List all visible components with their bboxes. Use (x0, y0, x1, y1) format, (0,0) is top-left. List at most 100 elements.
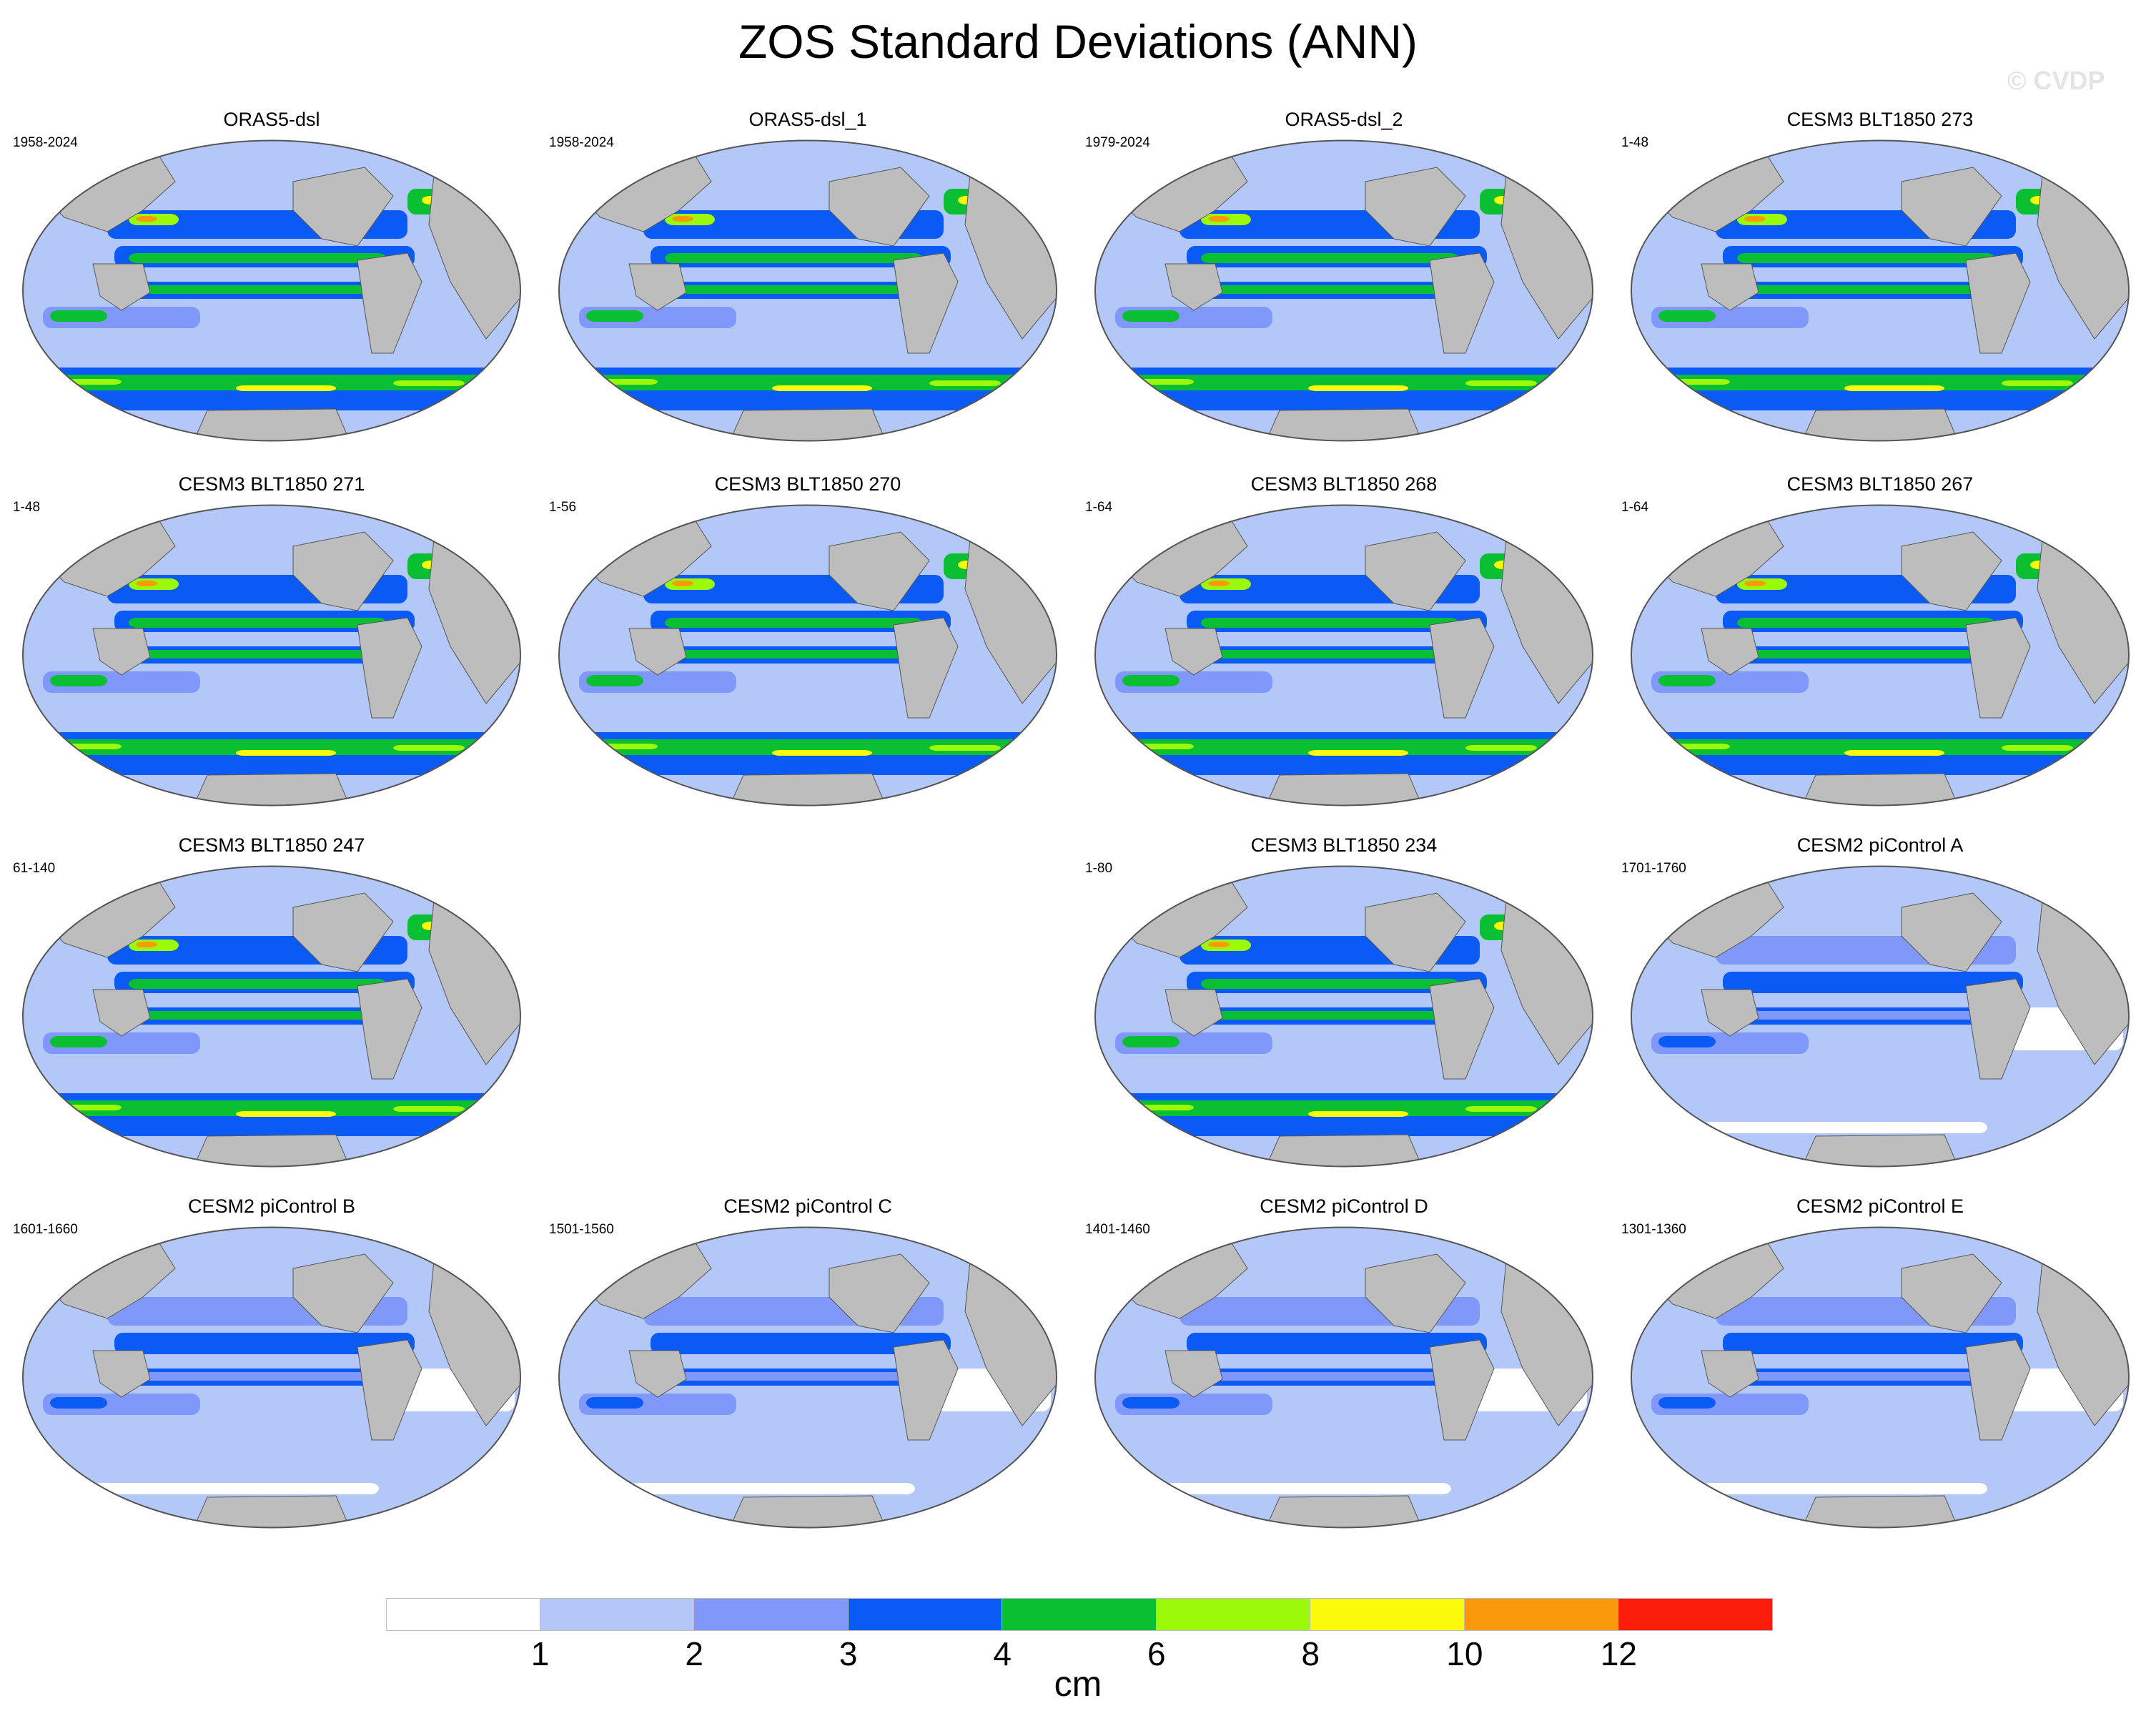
map-panel: CESM3 BLT1850 234 1-80 (1079, 833, 1608, 1190)
colorbar-swatch (386, 1598, 540, 1631)
panel-title: ORAS5-dsl_2 (1285, 109, 1403, 130)
globe-outline (1631, 1226, 2130, 1529)
land-mass (1701, 628, 1759, 676)
world-map (1631, 865, 2130, 1168)
panel-title: ORAS5-dsl_1 (748, 109, 867, 130)
land-mass (628, 263, 687, 311)
land-mass (192, 773, 351, 806)
panel-years: 1-64 (1621, 500, 1649, 515)
land-mass (92, 628, 151, 676)
land-mass (1901, 167, 2002, 247)
panel-title: CESM3 BLT1850 273 (1786, 109, 1974, 130)
panel-title: CESM3 BLT1850 234 (1250, 834, 1438, 856)
land-mass (92, 989, 151, 1037)
map-panel: CESM3 BLT1850 267 1-64 (1616, 472, 2145, 829)
globe-outline (1631, 865, 2130, 1168)
panel-years: 1701-1760 (1621, 861, 1686, 876)
colorbar-tick-label: 2 (685, 1635, 703, 1672)
panel-years: 1-64 (1085, 500, 1113, 515)
panel-years: 1-80 (1085, 861, 1113, 876)
panel-title: CESM3 BLT1850 268 (1250, 473, 1438, 495)
land-mass (1901, 892, 2002, 972)
colorbar-swatch (1618, 1598, 1773, 1631)
colorbar-tick-label: 1 (530, 1635, 550, 1672)
land-mass (893, 617, 959, 719)
colorbar-swatch (848, 1598, 1003, 1631)
land-mass (1801, 408, 1959, 441)
world-map (558, 504, 1057, 807)
world-map (1094, 1226, 1593, 1529)
land-mass (1965, 978, 2031, 1080)
land-mass (357, 1339, 422, 1441)
globe-outline (1094, 865, 1593, 1168)
globe-outline (1631, 139, 2130, 442)
colorbar-tick-label: 10 (1446, 1635, 1483, 1672)
map-panel: CESM3 BLT1850 247 61-140 (7, 833, 536, 1190)
land-mass (628, 1350, 687, 1398)
globe-outline (1631, 504, 2130, 807)
world-map (22, 865, 521, 1168)
world-map (1094, 504, 1593, 807)
colorbar-tick-label: 4 (993, 1635, 1012, 1672)
world-map (1094, 865, 1593, 1168)
land-mass (1164, 989, 1223, 1037)
land-mass (357, 978, 422, 1080)
map-panel: ORAS5-dsl 1958-2024 (7, 107, 536, 465)
panel-title: CESM2 piControl B (187, 1195, 356, 1217)
colorbar (386, 1598, 1773, 1632)
land-mass (1965, 617, 2031, 719)
globe-outline (22, 504, 521, 807)
panel-title: CESM3 BLT1850 270 (714, 473, 901, 495)
map-panel: CESM2 piControl C 1501-1560 (543, 1194, 1072, 1552)
land-mass (1429, 1339, 1495, 1441)
panel-title: ORAS5-dsl (223, 109, 320, 130)
panel-years: 1601-1660 (13, 1222, 78, 1237)
land-mass (1701, 263, 1759, 311)
figure-title: ZOS Standard Deviations (ANN) (738, 15, 1418, 68)
world-map (558, 1226, 1057, 1529)
panel-years: 1958-2024 (13, 135, 78, 150)
map-panel: ORAS5-dsl_2 1979-2024 (1079, 107, 1608, 465)
land-mass (1265, 1134, 1423, 1167)
map-panel: CESM2 piControl E 1301-1360 (1616, 1194, 2145, 1552)
world-map (1094, 139, 1593, 442)
panel-title: CESM3 BLT1850 267 (1786, 473, 1974, 495)
map-panel: CESM3 BLT1850 270 1-56 (543, 472, 1072, 829)
land-mass (829, 531, 930, 611)
globe-outline (22, 865, 521, 1168)
colorbar-swatch (694, 1598, 849, 1631)
colorbar-swatch (1156, 1598, 1311, 1631)
land-mass (1701, 989, 1759, 1037)
land-mass (1901, 531, 2002, 611)
panel-years: 1958-2024 (549, 135, 614, 150)
globe-outline (1094, 504, 1593, 807)
panel-title: CESM2 piControl E (1796, 1195, 1964, 1217)
land-mass (192, 1134, 351, 1167)
panel-years: 61-140 (13, 861, 56, 876)
watermark-logo: © CVDP (2007, 66, 2105, 95)
land-mass (1164, 263, 1223, 311)
land-mass (1164, 1350, 1223, 1398)
world-map (22, 1226, 521, 1529)
land-mass (1429, 978, 1495, 1080)
map-panel: CESM3 BLT1850 271 1-48 (7, 472, 536, 829)
land-mass (1265, 408, 1423, 441)
land-mass (192, 408, 351, 441)
land-mass (1429, 617, 1495, 719)
colorbar-units: cm (1054, 1664, 1102, 1704)
land-mass (1801, 773, 1959, 806)
map-panel: CESM2 piControl B 1601-1660 (7, 1194, 536, 1552)
land-mass (1265, 1495, 1423, 1528)
world-map (1631, 139, 2130, 442)
panel-title: CESM3 BLT1850 247 (178, 834, 365, 856)
land-mass (292, 1253, 394, 1333)
land-mass (1965, 1339, 2031, 1441)
globe-outline (558, 1226, 1057, 1529)
world-map (22, 504, 521, 807)
land-mass (292, 531, 394, 611)
colorbar-swatch (1310, 1598, 1465, 1631)
colorbar-swatch (1464, 1598, 1619, 1631)
panel-title: CESM2 piControl C (723, 1195, 892, 1217)
map-panel: CESM2 piControl A 1701-1760 (1616, 833, 2145, 1190)
land-mass (292, 892, 394, 972)
